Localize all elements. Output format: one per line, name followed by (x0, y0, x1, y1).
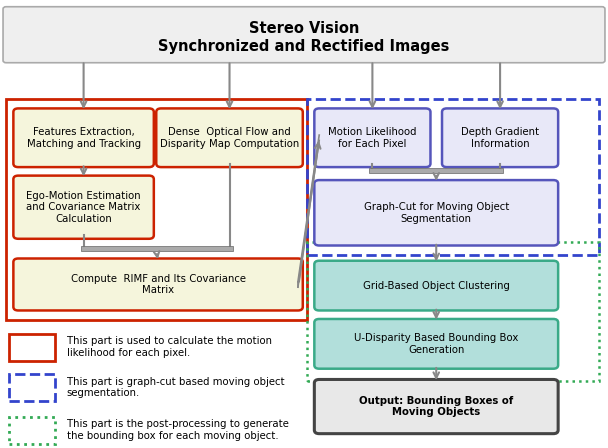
Bar (9, 417, 55, 444)
Bar (80, 246, 232, 251)
FancyBboxPatch shape (13, 176, 154, 239)
Text: Output: Bounding Boxes of
Moving Objects: Output: Bounding Boxes of Moving Objects (359, 396, 513, 418)
Text: Motion Likelihood
for Each Pixel: Motion Likelihood for Each Pixel (328, 127, 416, 149)
FancyBboxPatch shape (314, 379, 558, 434)
Bar (370, 168, 503, 173)
Text: Dense  Optical Flow and
Disparity Map Computation: Dense Optical Flow and Disparity Map Com… (160, 127, 299, 149)
FancyBboxPatch shape (13, 258, 303, 310)
FancyBboxPatch shape (314, 261, 558, 310)
Bar (6, 99, 307, 320)
Bar (9, 374, 55, 401)
Text: This part is graph-cut based moving object
segmentation.: This part is graph-cut based moving obje… (67, 377, 285, 398)
FancyBboxPatch shape (156, 108, 303, 167)
Text: Ego-Motion Estimation
and Covariance Matrix
Calculation: Ego-Motion Estimation and Covariance Mat… (26, 190, 141, 224)
FancyBboxPatch shape (314, 319, 558, 369)
Text: Grid-Based Object Clustering: Grid-Based Object Clustering (363, 280, 510, 291)
Text: Graph-Cut for Moving Object
Segmentation: Graph-Cut for Moving Object Segmentation (364, 202, 509, 224)
Text: Compute  RIMF and Its Covariance
Matrix: Compute RIMF and Its Covariance Matrix (71, 274, 246, 295)
FancyBboxPatch shape (314, 108, 430, 167)
Bar (307, 99, 599, 255)
Text: This part is used to calculate the motion
likelihood for each pixel.: This part is used to calculate the motio… (67, 336, 272, 358)
FancyBboxPatch shape (442, 108, 558, 167)
Text: Stereo Vision: Stereo Vision (249, 21, 359, 36)
Text: U-Disparity Based Bounding Box
Generation: U-Disparity Based Bounding Box Generatio… (354, 333, 519, 355)
Text: Synchronized and Rectified Images: Synchronized and Rectified Images (158, 39, 450, 54)
FancyBboxPatch shape (314, 180, 558, 246)
Text: Depth Gradient
Information: Depth Gradient Information (461, 127, 539, 149)
Text: This part is the post-processing to generate
the bounding box for each moving ob: This part is the post-processing to gene… (67, 419, 289, 441)
FancyBboxPatch shape (3, 7, 605, 63)
Bar (307, 242, 599, 381)
Bar (9, 334, 55, 361)
FancyBboxPatch shape (13, 108, 154, 167)
Text: Features Extraction,
Matching and Tracking: Features Extraction, Matching and Tracki… (27, 127, 140, 149)
